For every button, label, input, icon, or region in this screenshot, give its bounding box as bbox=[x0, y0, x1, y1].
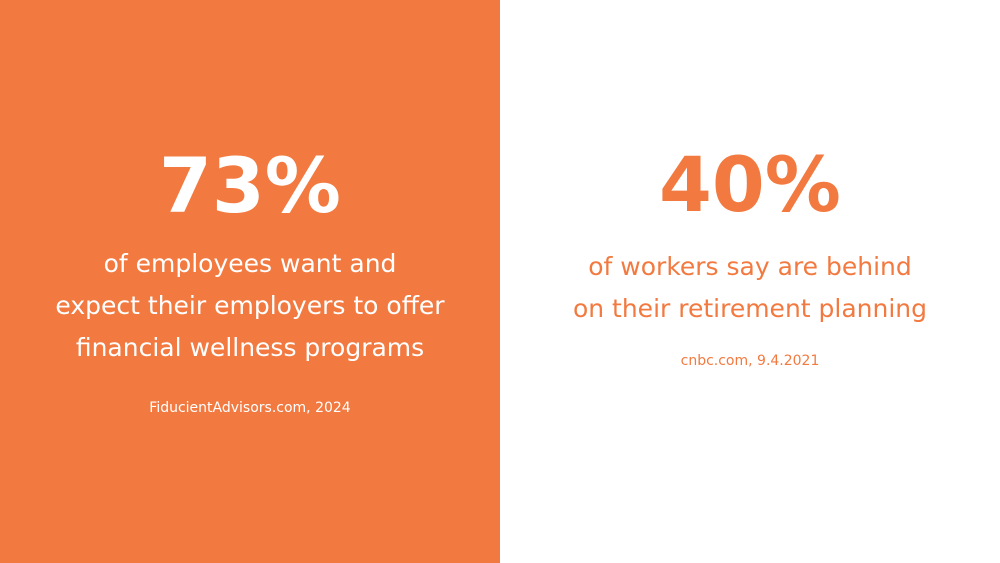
stat-description-line: of workers say are behind bbox=[588, 252, 912, 281]
stat-description-line: of employees want and bbox=[103, 249, 397, 278]
stat-description-line: financial wellness programs bbox=[75, 333, 425, 362]
stat-panel-employees: 73% of employees want and expect their e… bbox=[0, 0, 500, 563]
stat-description-line: on their retirement planning bbox=[572, 294, 928, 323]
stat-source: cnbc.com, 9.4.2021 bbox=[680, 353, 820, 369]
stat-panel-workers: 40% of workers say are behind on their r… bbox=[500, 0, 1000, 563]
stat-value: 40% bbox=[659, 140, 841, 229]
stat-value: 73% bbox=[159, 141, 341, 230]
stat-source: FiducientAdvisors.com, 2024 bbox=[149, 400, 351, 416]
stat-description: of employees want and expect their emplo… bbox=[0, 243, 500, 369]
stat-description: of workers say are behind on their retir… bbox=[500, 246, 1000, 330]
stat-description-line: expect their employers to offer bbox=[55, 291, 445, 320]
